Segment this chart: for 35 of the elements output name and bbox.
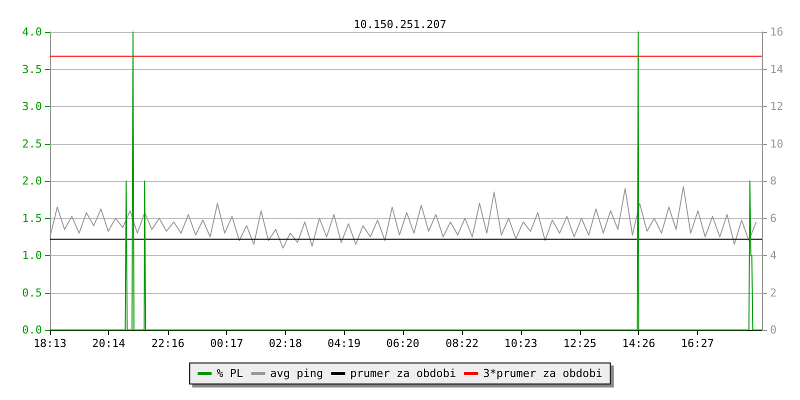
y-tick-label: 0.0 <box>22 324 42 336</box>
x-tick-label: 06:20 <box>386 337 420 350</box>
y2-tick-label: 8 <box>770 174 777 188</box>
y-tick-label: 4.0 <box>22 26 42 38</box>
x-tick-label: 10:23 <box>504 337 538 350</box>
legend-label: prumer za obdobi <box>350 367 456 380</box>
x-tick-label: 14:26 <box>622 337 656 350</box>
y2-tick-label: 14 <box>770 62 784 76</box>
y2-tick-label: 10 <box>770 137 784 150</box>
legend-label: avg ping <box>270 367 324 380</box>
y2-tick-label: 16 <box>770 26 784 38</box>
x-tick-label: 04:19 <box>328 337 361 350</box>
x-tick-label: 16:27 <box>680 337 714 350</box>
x-tick-label: 02:18 <box>268 337 302 350</box>
legend-label: % PL <box>216 367 244 380</box>
legend-label: 3*prumer za obdobi <box>483 367 602 380</box>
y2-tick-label: 4 <box>770 249 777 262</box>
x-tick-label: 00:17 <box>210 337 244 350</box>
x-tick-label: 22:16 <box>151 337 184 350</box>
x-tick-label: 20:14 <box>92 337 126 350</box>
y-tick-label: 2.0 <box>22 174 42 188</box>
x-tick-label: 08:22 <box>445 337 479 350</box>
y-tick-label: 3.0 <box>22 100 42 113</box>
y-tick-label: 2.5 <box>22 137 42 150</box>
chart-title: 10.150.251.207 <box>354 18 446 31</box>
y2-tick-label: 12 <box>770 100 784 113</box>
y-tick-label: 0.5 <box>22 286 42 300</box>
y2-tick-label: 6 <box>770 212 777 225</box>
x-tick-label: 12:25 <box>563 337 597 350</box>
y-tick-label: 1.0 <box>22 249 42 262</box>
x-tick-label: 18:13 <box>33 337 67 350</box>
y2-tick-label: 2 <box>770 286 777 300</box>
y2-tick-label: 0 <box>770 324 777 336</box>
y-tick-label: 1.5 <box>22 212 42 225</box>
y-tick-label: 3.5 <box>22 62 42 76</box>
